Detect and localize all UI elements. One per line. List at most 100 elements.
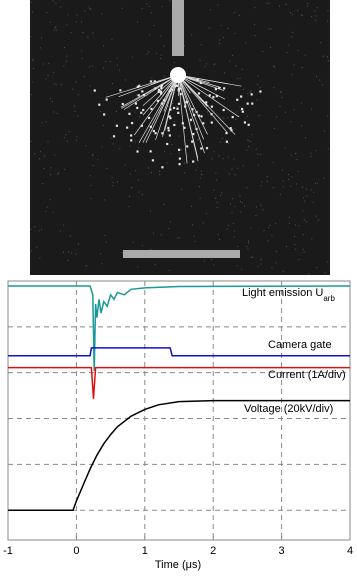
noise-dot (228, 173, 230, 175)
noise-dot (233, 230, 235, 232)
noise-dot (183, 45, 185, 47)
noise-dot (197, 139, 199, 141)
noise-dot (34, 226, 36, 228)
x-tick-label: 3 (279, 545, 285, 557)
noise-dot (70, 32, 72, 34)
noise-dot (292, 31, 294, 33)
noise-dot (234, 174, 236, 176)
spark (192, 113, 196, 117)
noise-dot (63, 137, 65, 139)
noise-dot (259, 87, 261, 89)
noise-dot (45, 121, 47, 123)
noise-dot (200, 173, 202, 175)
noise-dot (303, 219, 305, 221)
noise-dot (103, 67, 105, 69)
noise-dot (297, 49, 299, 51)
noise-dot (136, 21, 138, 23)
noise-dot (89, 8, 91, 10)
noise-dot (88, 6, 90, 8)
noise-dot (183, 162, 185, 164)
spark (241, 110, 244, 113)
noise-dot (268, 3, 270, 5)
noise-dot (317, 182, 319, 184)
noise-dot (273, 127, 275, 129)
noise-dot (100, 110, 102, 112)
ray (177, 74, 229, 85)
noise-dot (306, 188, 308, 190)
trace (8, 285, 351, 371)
noise-dot (45, 210, 47, 212)
spark (251, 102, 254, 105)
noise-dot (254, 7, 256, 9)
spark (177, 89, 181, 92)
noise-dot (40, 151, 42, 153)
noise-dot (327, 148, 329, 150)
noise-dot (249, 91, 251, 93)
noise-dot (247, 248, 249, 250)
noise-dot (211, 158, 213, 160)
noise-dot (191, 34, 193, 36)
noise-dot (83, 76, 85, 78)
noise-dot (228, 142, 230, 144)
noise-dot (266, 176, 268, 178)
spark (192, 160, 195, 163)
noise-dot (48, 63, 50, 65)
spark (130, 121, 134, 125)
noise-dot (115, 111, 117, 113)
noise-dot (39, 257, 41, 259)
spark (149, 80, 153, 83)
noise-dot (46, 12, 48, 14)
noise-dot (63, 65, 65, 67)
noise-dot (233, 236, 235, 238)
noise-dot (276, 116, 278, 118)
noise-dot (68, 131, 70, 133)
noise-dot (91, 65, 93, 67)
noise-dot (41, 37, 43, 39)
noise-dot (138, 179, 140, 181)
spark (169, 108, 172, 111)
noise-dot (300, 14, 302, 16)
noise-dot (261, 181, 263, 183)
noise-dot (111, 177, 113, 179)
traces (8, 285, 351, 511)
legend-name: Voltage (20kV/div) (244, 403, 333, 415)
noise-dot (81, 58, 83, 60)
noise-dot (172, 102, 174, 104)
noise-dot (137, 147, 139, 149)
noise-dot (199, 186, 201, 188)
noise-dot (30, 94, 32, 96)
noise-dot (129, 195, 131, 197)
noise-dot (118, 69, 120, 71)
spark (192, 132, 195, 136)
noise-dot (306, 195, 308, 197)
noise-dot (152, 232, 154, 234)
noise-dot (229, 60, 231, 62)
noise-dot (57, 172, 59, 174)
noise-dot (214, 197, 216, 199)
noise-dot (31, 81, 33, 83)
noise-dot (217, 233, 219, 235)
x-axis-title: Time (μs) (155, 559, 201, 571)
noise-dot (282, 270, 284, 272)
noise-dot (303, 251, 305, 253)
noise-dot (226, 228, 228, 230)
noise-dot (197, 138, 199, 140)
noise-dot (63, 224, 65, 226)
noise-dot (208, 27, 210, 29)
noise-dot (286, 52, 288, 54)
noise-dot (280, 91, 282, 93)
spark (240, 95, 243, 98)
noise-dot (271, 266, 273, 268)
noise-dot (150, 172, 152, 174)
noise-dot (160, 54, 162, 56)
noise-dot (272, 162, 274, 164)
spark (142, 108, 145, 112)
noise-dot (166, 162, 168, 164)
noise-dot (76, 139, 78, 141)
noise-dot (262, 50, 264, 52)
noise-dot (135, 170, 137, 172)
spark (167, 126, 170, 129)
spark (208, 94, 211, 97)
noise-dot (43, 168, 45, 170)
